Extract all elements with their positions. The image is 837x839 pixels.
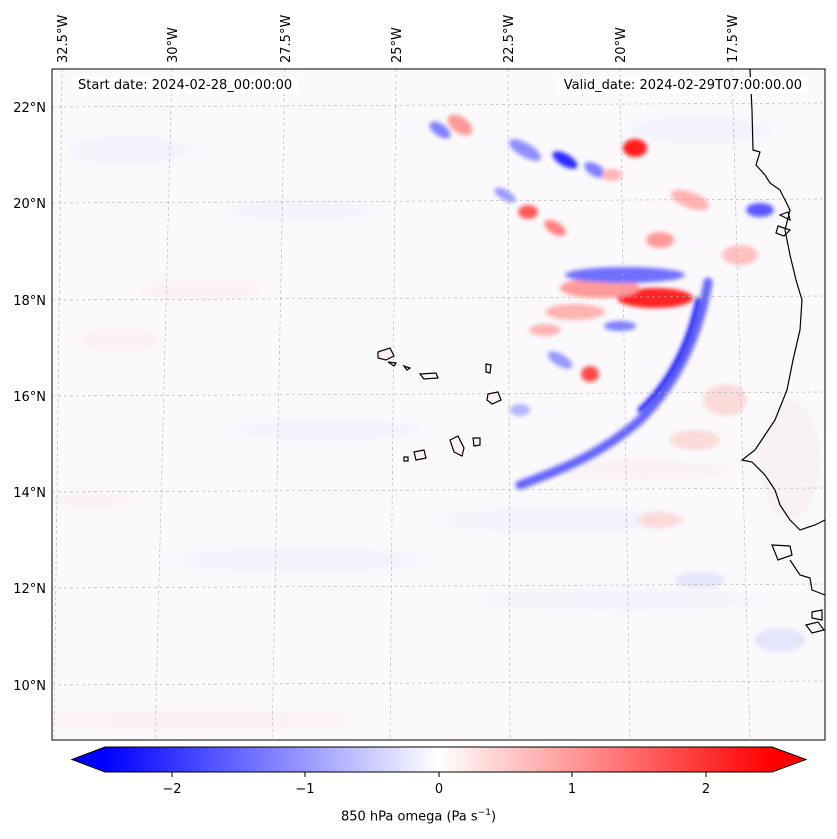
map-frame [51,68,826,741]
lon-label: 20°W [614,27,629,63]
omega-field [52,69,825,740]
lon-label: 25°W [390,27,405,63]
coastline [740,69,825,634]
lat-label: 12°N [13,582,46,597]
colorbar-label-close: ) [490,809,497,825]
lon-label: 17.5°W [726,15,741,63]
lon-label: 32.5°W [56,15,71,63]
valid-date-label: Valid_date: 2024-02-29T07:00:00.00 [557,77,808,94]
colorbar-tick-label: 2 [702,782,710,797]
lat-label: 22°N [13,101,46,116]
colorbar-label-text: 850 hPa omega (Pa s [340,809,478,825]
colorbar-outline [70,746,808,773]
latitude-labels: 22°N 20°N 18°N 16°N 14°N 12°N 10°N [13,101,46,694]
lat-label: 20°N [13,197,46,212]
colorbar-tick-label: 1 [568,782,576,797]
colorbar-tick-label: −2 [162,782,181,797]
lat-label: 16°N [13,390,46,405]
start-date-label: Start date: 2024-02-28_00:00:00 [72,77,299,94]
lat-label: 14°N [13,486,46,501]
lat-label: 10°N [13,679,46,694]
colorbar-tick-label: −1 [295,782,314,797]
colorbar-extend-max [772,747,806,772]
colorbar-extend-min [72,747,105,772]
lon-label: 22.5°W [502,15,517,63]
longitude-labels: 32.5°W 30°W 27.5°W 25°W 22.5°W 20°W 17.5… [56,15,741,63]
colorbar-tick-label: 0 [435,782,443,797]
colorbar-label-exponent: −1 [477,808,491,818]
colorbar-gradient [105,747,772,772]
lon-label: 30°W [166,27,181,63]
colorbar: −2 −1 0 1 2 [70,746,808,797]
lat-label: 18°N [13,294,46,309]
cape-verde-islands [377,347,502,462]
graticule [52,69,825,740]
lon-label: 27.5°W [279,15,294,63]
colorbar-label: 850 hPa omega (Pa s−1) [0,808,837,824]
